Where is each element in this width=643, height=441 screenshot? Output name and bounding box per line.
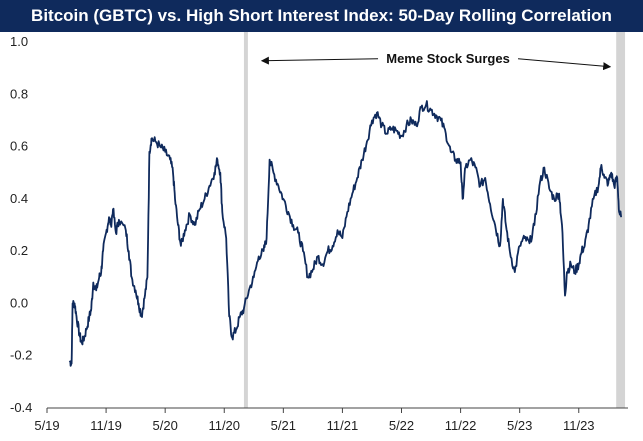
annotation-arrow-left: [260, 56, 379, 65]
annotation-arrow-right: [517, 58, 612, 71]
x-tick-label: 5/20: [153, 418, 178, 433]
series-line-0: [68, 100, 622, 367]
shaded-regions: [243, 32, 626, 408]
annotation: Meme Stock Surges: [260, 51, 612, 71]
y-axis: -0.4 -0.2 0.0 0.2 0.4 0.6 0.8 1.0: [10, 34, 32, 415]
annotation-label: Meme Stock Surges: [386, 51, 510, 66]
x-tick-label: 11/19: [90, 418, 122, 433]
x-tick-label: 5/19: [34, 418, 59, 433]
x-tick-label: 11/23: [563, 418, 595, 433]
x-tick-label: 5/23: [507, 418, 532, 433]
shaded-period-0: [243, 32, 248, 408]
y-tick-label: 0.0: [10, 295, 28, 310]
shaded-period-1: [616, 32, 626, 408]
x-tick-label: 11/20: [208, 418, 240, 433]
y-tick-label: 0.4: [10, 191, 28, 206]
y-tick-label: 0.2: [10, 243, 28, 258]
x-tick-label: 5/22: [389, 418, 414, 433]
x-tick-label: 11/22: [445, 418, 477, 433]
y-tick-label: -0.2: [10, 348, 32, 363]
x-axis: 5/19 11/19 5/20 11/20 5/21 11/21 5/22 11/22 5/23…: [34, 407, 628, 433]
x-tick-label: 11/21: [327, 418, 359, 433]
line-chart: -0.4 -0.2 0.0 0.2 0.4 0.6 0.8 1.0 5/19 11/19 5/20…: [10, 32, 628, 433]
series-layer: [68, 100, 622, 367]
x-tick-label: 5/21: [271, 418, 296, 433]
y-tick-label: 0.6: [10, 139, 28, 154]
y-tick-label: -0.4: [10, 400, 32, 415]
y-tick-label: 1.0: [10, 34, 28, 49]
y-tick-label: 0.8: [10, 86, 28, 101]
chart-title: Bitcoin (GBTC) vs. High Short Interest I…: [0, 0, 643, 32]
